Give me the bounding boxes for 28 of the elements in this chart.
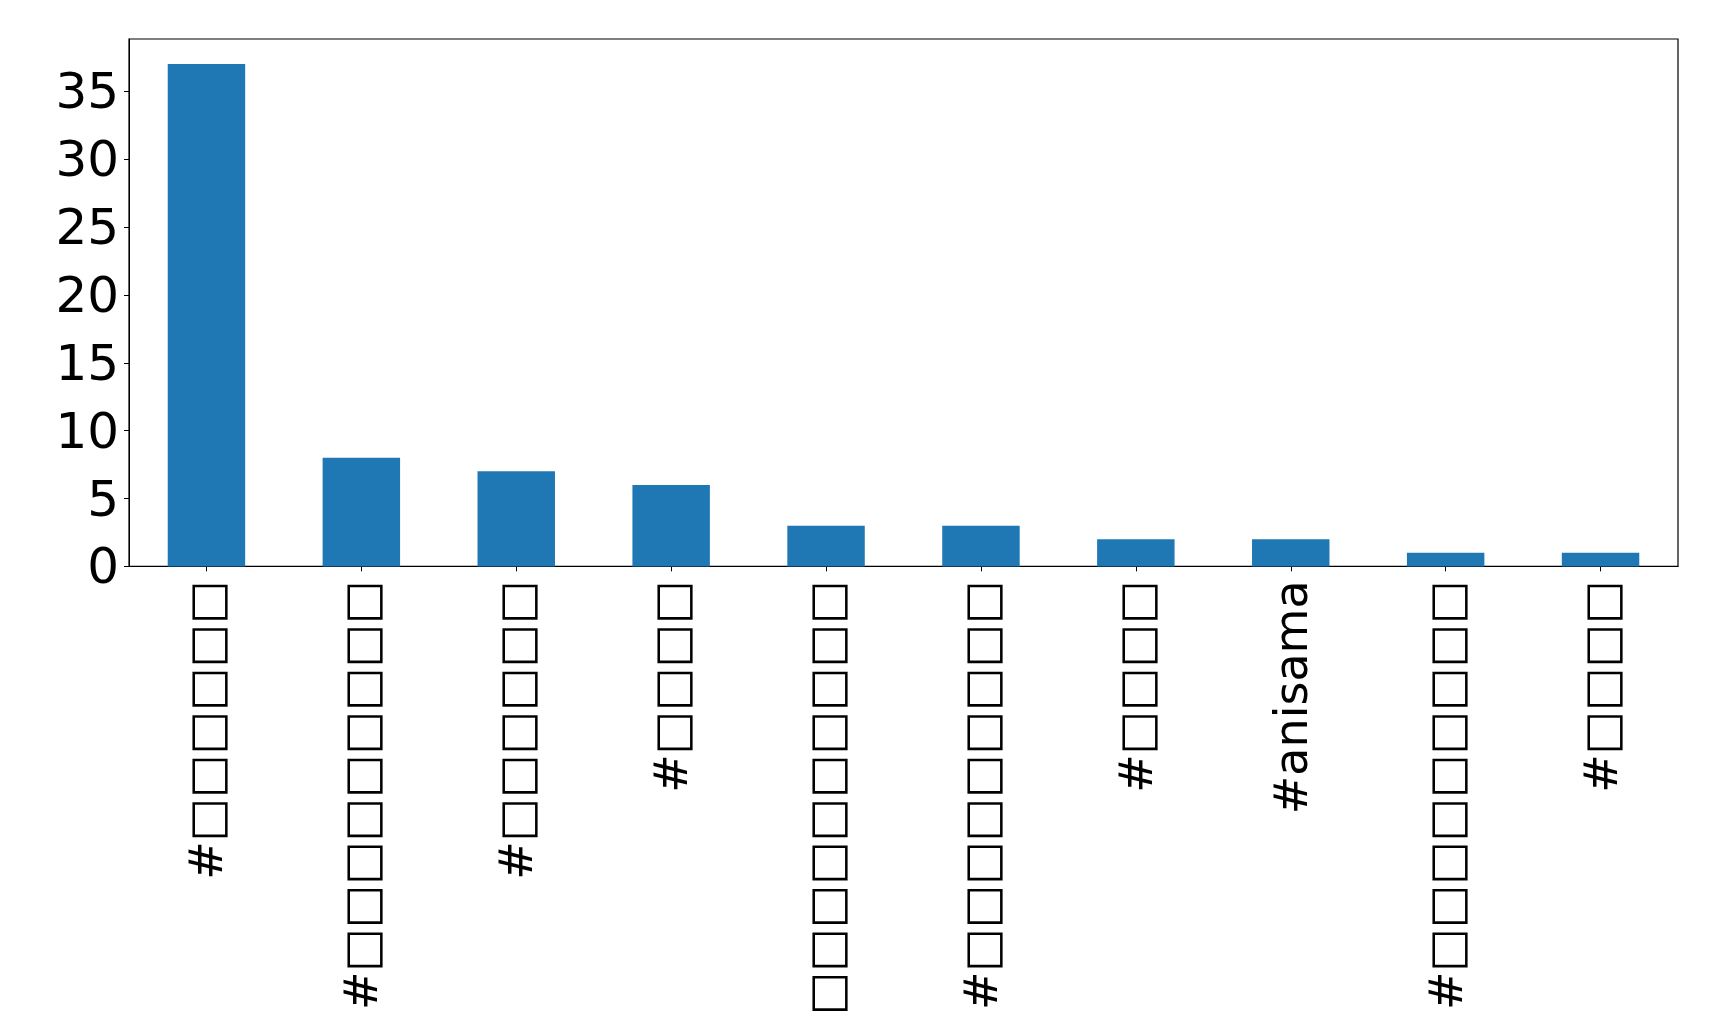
bar	[1561, 552, 1640, 567]
x-tick-label: #□□□□□□□□□	[953, 580, 1008, 1011]
bar	[1406, 552, 1485, 567]
x-tick-label: #□□□□□□	[179, 580, 234, 880]
x-tick-label: #□□□□□□□□□	[1418, 580, 1473, 1011]
bar	[167, 64, 246, 567]
y-tick-label: 0	[87, 537, 119, 596]
bar	[787, 525, 865, 567]
x-tick-label: #□□□□	[644, 580, 699, 793]
y-tick-label: 35	[55, 62, 119, 121]
y-tick-label: 15	[55, 333, 119, 392]
bar	[322, 457, 401, 567]
y-tick-label: 20	[55, 265, 119, 324]
x-tick-label: #□□□□□□□□□	[334, 580, 389, 1011]
bar	[477, 471, 555, 567]
bar	[942, 525, 1020, 567]
x-tick-label: #□□□□	[1108, 580, 1163, 793]
y-tick-label: 5	[87, 469, 119, 528]
bar	[1097, 539, 1175, 567]
y-tick-label: 10	[55, 401, 119, 460]
x-tick-label: #□□□□□□	[489, 580, 544, 880]
bar	[1252, 539, 1330, 567]
y-tick-label: 30	[55, 130, 119, 189]
x-tick-label: #anisama	[1263, 580, 1318, 815]
y-tick-label: 25	[55, 198, 119, 257]
x-tick-label: #□□□□	[1573, 580, 1628, 793]
x-tick-label: □□□□□□□□□□	[799, 580, 854, 1016]
bar	[632, 484, 710, 567]
